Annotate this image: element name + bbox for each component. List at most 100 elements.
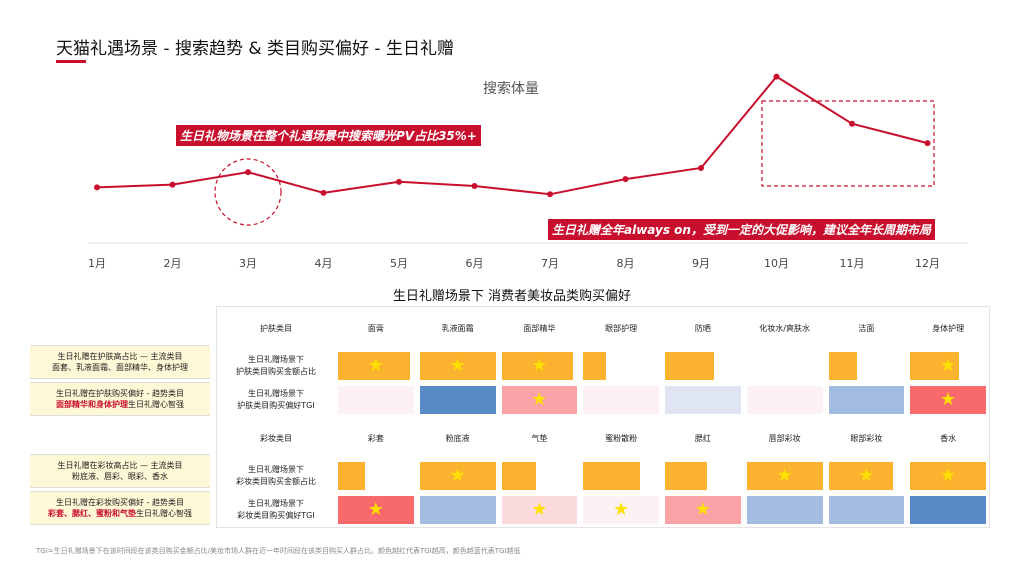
tgi-cell <box>580 383 662 417</box>
category-header: 气垫 <box>531 433 548 443</box>
side-note-highlight: 彩套、腮红、蜜粉和气垫 <box>48 509 136 518</box>
share-bar <box>665 462 707 490</box>
share-cell <box>335 459 417 493</box>
share-bar <box>910 462 986 490</box>
x-tick-label: 10月 <box>764 257 789 270</box>
tgi-heat-block <box>665 386 741 414</box>
share-cell <box>744 349 826 383</box>
share-bar <box>746 462 823 490</box>
side-note-line1: 生日礼赠在护肤高占比 — 主流类目 <box>57 352 183 361</box>
tgi-heat-block <box>419 386 496 414</box>
highlight-circle <box>214 158 282 226</box>
share-cell: ★ <box>499 349 581 383</box>
share-bar <box>828 462 893 490</box>
star-icon: ★ <box>940 355 957 376</box>
x-tick-label: 12月 <box>915 257 940 270</box>
category-header: 眼部彩妆 <box>850 433 883 443</box>
side-note-line2: 面套、乳液面霜、面部精华、身体护理 <box>52 363 188 372</box>
tgi-cell <box>335 383 417 417</box>
category-header: 蜜粉散粉 <box>605 433 638 443</box>
category-header: 乳液面霜 <box>441 323 474 333</box>
x-tick-label: 7月 <box>541 257 559 270</box>
share-cell: ★ <box>907 459 989 493</box>
x-tick-label: 2月 <box>164 257 182 270</box>
preference-table: 护肤类目 面膏 乳液面霜 面部精华 眼部护理 防晒 化妆水/爽肤水 洁面 身体护理 生日礼赠场景下… <box>216 306 990 528</box>
row-label-line2: 护肤类目购买金额占比 <box>236 367 316 376</box>
row-label-line2: 护肤类目购买偏好TGI <box>237 401 315 410</box>
x-tick-label: 3月 <box>239 257 257 270</box>
search-volume-line-chart: 搜索体量 1月 2月 3月 4月 5月 6月 7月 8月 9月 10月 11月 12月 <box>88 73 968 270</box>
share-bar <box>501 352 574 380</box>
tgi-heat-block <box>828 386 905 414</box>
side-note-tail: 生日礼赠心智强 <box>128 400 184 409</box>
tgi-heat-block <box>419 496 496 524</box>
share-cell <box>580 349 662 383</box>
data-point-9 <box>698 165 704 171</box>
tgi-cell <box>907 493 989 527</box>
tgi-heat-block <box>501 496 578 524</box>
category-header: 唇部彩妆 <box>768 433 801 443</box>
page-title: 天猫礼遇场景 - 搜索趋势 & 类目购买偏好 - 生日礼赠 <box>56 39 454 59</box>
series-line <box>96 75 928 196</box>
tgi-cell: ★ <box>335 493 417 527</box>
row-label-line1: 生日礼赠场景下 <box>248 355 304 364</box>
side-note-makeup-tgi: 生日礼赠在彩妆购买偏好 - 趋势类目 彩套、腮红、蜜粉和气垫生日礼赠心智强 <box>30 491 210 525</box>
tgi-cell <box>417 493 499 527</box>
share-bar <box>419 352 496 380</box>
share-bar <box>828 352 858 380</box>
share-bar <box>338 462 365 490</box>
side-note-tail: 生日礼赠心智强 <box>136 509 192 518</box>
tgi-cell <box>662 383 744 417</box>
section-header-label: 彩妆类目 <box>260 433 292 443</box>
share-bar <box>910 352 960 380</box>
side-note-makeup-share: 生日礼赠在彩妆高占比 — 主流类目 粉底液、唇彩、眼彩、香水 <box>30 454 210 488</box>
star-icon: ★ <box>367 499 384 520</box>
category-header: 面膏 <box>367 323 384 333</box>
star-icon: ★ <box>449 465 466 486</box>
star-icon: ★ <box>940 389 957 410</box>
category-header: 身体护理 <box>932 323 965 333</box>
side-note-highlight: 面部精华和身体护理 <box>56 400 128 409</box>
category-header: 眼部护理 <box>605 323 638 333</box>
data-point-4 <box>320 189 327 196</box>
side-note-skincare-share: 生日礼赠在护肤高占比 — 主流类目 面套、乳液面霜、面部精华、身体护理 <box>30 345 210 379</box>
star-icon: ★ <box>367 355 384 376</box>
x-tick-label: 1月 <box>88 257 106 270</box>
star-icon: ★ <box>449 355 466 376</box>
category-header: 香水 <box>940 433 957 443</box>
tgi-cell <box>417 383 499 417</box>
tgi-cell: ★ <box>499 383 581 417</box>
share-cell: ★ <box>417 349 499 383</box>
tgi-cell <box>826 383 908 417</box>
star-icon: ★ <box>531 389 548 410</box>
share-cell: ★ <box>826 459 908 493</box>
tgi-cell: ★ <box>580 493 662 527</box>
tgi-cell: ★ <box>662 493 744 527</box>
x-tick-label: 8月 <box>617 257 635 270</box>
x-tick-label: 11月 <box>840 257 865 270</box>
data-point-3 <box>245 169 251 176</box>
star-icon: ★ <box>694 499 711 520</box>
tgi-cell: ★ <box>907 383 989 417</box>
share-cell: ★ <box>907 349 989 383</box>
row-label-line1: 生日礼赠场景下 <box>248 389 304 398</box>
footnote: TGI=生日礼赠场景下在该时间段在该类目购买金额占比/美妆市场人群在近一年时间段… <box>36 547 521 555</box>
side-note-line2: 粉底液、唇彩、眼彩、香水 <box>72 472 168 481</box>
share-bar <box>338 352 410 380</box>
tgi-heat-block <box>910 496 986 524</box>
category-header: 化妆水/爽肤水 <box>759 323 810 333</box>
table-title: 生日礼赠场景下 消费者美妆品类购买偏好 <box>392 289 632 304</box>
category-header: 面部精华 <box>523 323 556 333</box>
tgi-heat-block <box>746 386 823 414</box>
share-bar <box>583 462 641 490</box>
chart-title: 搜索体量 <box>483 80 539 97</box>
data-point-10 <box>773 73 780 80</box>
data-point-11 <box>849 120 855 127</box>
x-tick-label: 6月 <box>466 257 484 270</box>
tgi-cell <box>744 383 826 417</box>
share-bar <box>501 462 536 490</box>
title-accent-bar <box>56 60 86 63</box>
star-icon: ★ <box>613 499 630 520</box>
highlight-box <box>761 100 935 187</box>
share-bar <box>665 352 715 380</box>
